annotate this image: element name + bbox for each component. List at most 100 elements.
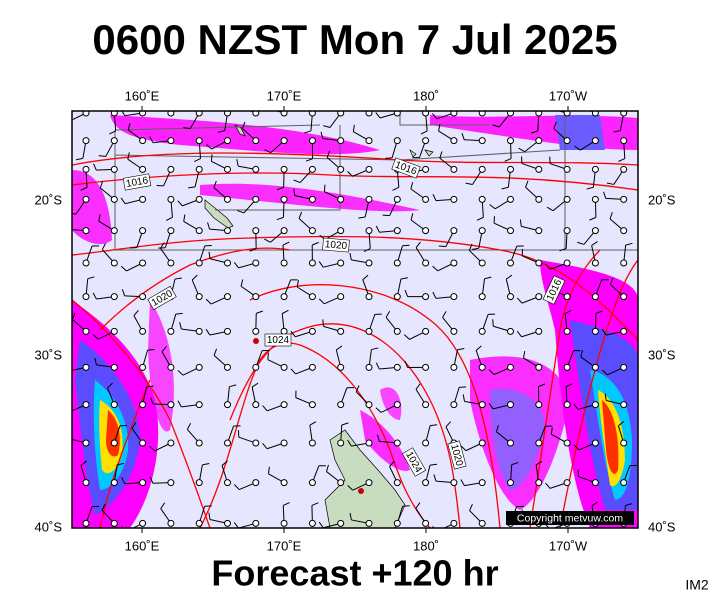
- barb-station: [563, 227, 571, 235]
- wind-barb: [267, 352, 288, 371]
- wind-barb: [318, 259, 345, 268]
- barb-flag: [109, 130, 116, 135]
- barb-station: [195, 401, 203, 409]
- wind-barb: [236, 159, 260, 173]
- barb-station: [195, 259, 203, 267]
- barb-station: [280, 363, 288, 371]
- wind-barb: [438, 227, 458, 248]
- wind-barb: [352, 124, 373, 145]
- barb-flag: [322, 319, 324, 327]
- wind-barb: [488, 401, 514, 410]
- wind-barb: [72, 195, 90, 215]
- barb-flag: [147, 348, 155, 351]
- barb-station: [450, 519, 458, 527]
- barb-flag: [236, 159, 239, 167]
- wind-barb: [492, 319, 514, 335]
- barb-flag: [267, 466, 270, 474]
- wind-barb: [549, 156, 571, 173]
- barb-station: [82, 165, 90, 173]
- barb-station: [422, 259, 430, 267]
- wind-barb: [120, 259, 147, 272]
- islands: [204, 124, 434, 229]
- wind-barb: [290, 363, 316, 375]
- barb-station: [224, 293, 231, 301]
- wind-barb: [620, 464, 637, 487]
- barb-station: [252, 293, 260, 301]
- wind-barb: [563, 383, 573, 409]
- wind-barb: [98, 214, 118, 235]
- barb-flag: [283, 502, 290, 506]
- wind-barb: [535, 425, 553, 447]
- wind-barb: [563, 309, 572, 335]
- barb-flag: [276, 216, 284, 221]
- wind-barb: [591, 279, 609, 301]
- barb-station: [478, 519, 486, 527]
- wind-barb: [349, 512, 373, 527]
- barb-flag: [460, 445, 467, 451]
- barb-station: [252, 227, 260, 235]
- barb-flag: [213, 180, 217, 188]
- barb-station: [591, 293, 599, 301]
- barb-flag: [516, 331, 523, 338]
- barb-flag: [389, 460, 395, 467]
- barb-station: [167, 259, 175, 267]
- barb-station: [195, 327, 203, 335]
- wind-barb: [606, 165, 628, 185]
- new-zealand: [324, 429, 406, 528]
- barb-flag: [415, 383, 421, 390]
- barb-station: [535, 479, 543, 487]
- barb-flag: [347, 484, 354, 491]
- wind-barb: [121, 477, 147, 487]
- barb-flag: [326, 150, 331, 158]
- wind-barb: [501, 165, 514, 190]
- barb-station: [365, 519, 373, 527]
- barb-station: [507, 479, 514, 487]
- barb-station: [224, 137, 231, 145]
- barb-flag: [363, 248, 371, 252]
- barb-flag: [160, 502, 166, 509]
- barb-station: [337, 401, 345, 409]
- wind-barb: [110, 425, 127, 447]
- barb-station: [450, 479, 458, 487]
- barb-flag: [347, 171, 353, 177]
- wind-barb: [293, 165, 316, 184]
- barb-station: [224, 401, 231, 409]
- wind-barb: [233, 519, 260, 528]
- barb-flag: [492, 124, 500, 128]
- wind-barb: [460, 439, 486, 452]
- wind-barb: [375, 111, 401, 119]
- wind-barb: [233, 479, 260, 491]
- barb-station: [591, 363, 599, 371]
- barb-station: [507, 327, 514, 335]
- barb-flag: [589, 216, 597, 221]
- barb-station: [110, 439, 118, 447]
- wind-barb: [347, 479, 373, 491]
- wind-barb: [492, 111, 514, 128]
- wind-barb: [191, 274, 203, 301]
- wind-barb: [559, 227, 571, 252]
- wind-barb: [249, 227, 260, 252]
- barb-flag: [461, 133, 465, 140]
- barb-station: [507, 363, 514, 371]
- barb-station: [365, 259, 373, 267]
- barb-flag: [121, 289, 126, 297]
- barb-flag: [604, 393, 607, 401]
- longitude-label-top: 180˚: [413, 88, 439, 103]
- wind-barb: [208, 251, 231, 267]
- barb-station: [507, 165, 514, 173]
- barb-flag: [574, 145, 581, 151]
- barb-flag: [475, 345, 482, 351]
- barb-flag: [98, 214, 101, 222]
- barb-station: [478, 327, 486, 335]
- wind-barb: [478, 313, 496, 335]
- wind-barb: [545, 479, 571, 489]
- barb-station: [280, 259, 288, 267]
- wind-barb: [460, 479, 486, 487]
- barb-flag: [217, 130, 225, 133]
- barb-flag: [591, 241, 598, 246]
- wind-barb: [82, 276, 95, 301]
- barb-flag: [179, 322, 182, 330]
- barb-flag: [146, 385, 154, 388]
- barb-flag: [573, 444, 580, 451]
- barb-station: [308, 195, 316, 203]
